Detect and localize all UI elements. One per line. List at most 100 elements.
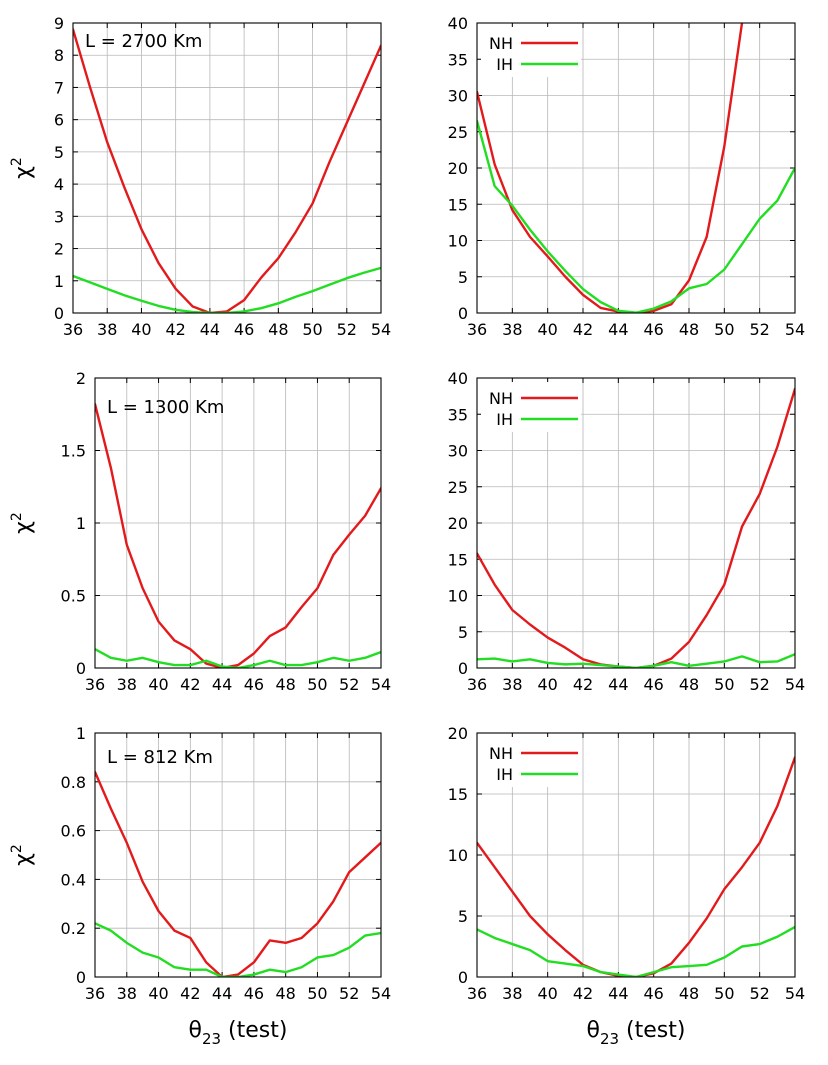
y-tick-label: 0 [76, 659, 86, 678]
x-tick-label: 38 [97, 320, 117, 339]
x-tick-label: 36 [85, 984, 105, 1003]
chart-panel-5: 36 38 40 42 44 46 48 50 52 54 0 0.2 0.4 0.6 0.8 1 L = 81… [9, 724, 391, 1048]
x-tick-label: 50 [307, 984, 327, 1003]
y-tick-label: 7 [54, 78, 64, 97]
y-tick-label: 0 [458, 304, 468, 323]
x-tick-label: 42 [180, 984, 200, 1003]
baseline-annotation: L = 1300 Km [107, 397, 224, 418]
y-tick-label: 20 [448, 159, 468, 178]
baseline-annotation: L = 812 Km [107, 747, 213, 768]
series-line-ih [477, 653, 795, 668]
y-tick-label: 30 [448, 442, 468, 461]
baseline-annotation: L = 2700 Km [85, 31, 202, 52]
x-tick-label: 54 [371, 320, 391, 339]
y-tick-label: 40 [448, 14, 468, 33]
x-tick-label: 42 [180, 675, 200, 694]
x-tick-label: 46 [643, 320, 663, 339]
x-tick-label: 46 [244, 675, 264, 694]
x-tick-label: 48 [275, 984, 295, 1003]
legend: NH IH [481, 737, 581, 787]
x-axis: 36 38 40 42 44 46 48 50 52 54 [85, 733, 391, 1003]
x-tick-label: 36 [63, 320, 83, 339]
y-tick-label: 15 [448, 550, 468, 569]
x-axis: 36 38 40 42 44 46 48 50 52 54 [85, 378, 391, 694]
x-tick-label: 44 [200, 320, 220, 339]
series-line-nh [477, 756, 795, 977]
series-line-ih [95, 922, 381, 977]
y-tick-label: 9 [54, 14, 64, 33]
series-line-nh [477, 23, 744, 313]
y-tick-label: 0.6 [61, 822, 86, 841]
x-tick-label: 40 [537, 675, 557, 694]
x-tick-label: 44 [608, 320, 628, 339]
x-tick-label: 36 [467, 320, 487, 339]
y-tick-label: 1 [76, 724, 86, 743]
legend: NH IH [481, 382, 581, 432]
x-tick-label: 40 [537, 320, 557, 339]
series-line-ih [95, 647, 381, 668]
y-axis-label: χ2 [9, 512, 36, 534]
chart-panel-6: 36 38 40 42 44 46 48 50 52 54 0 5 10 15 20 NH IH θ23 (tes… [448, 724, 806, 1048]
plot-frame [476, 377, 796, 669]
x-tick-label: 44 [608, 675, 628, 694]
x-tick-label: 38 [502, 320, 522, 339]
y-tick-label: 0.2 [61, 919, 86, 938]
x-tick-label: 48 [679, 675, 699, 694]
legend-label-nh: NH [489, 744, 513, 763]
y-tick-label: 0.4 [61, 870, 86, 889]
legend-label-ih: IH [496, 410, 513, 429]
x-tick-label: 36 [467, 984, 487, 1003]
x-tick-label: 50 [714, 984, 734, 1003]
y-tick-label: 15 [448, 195, 468, 214]
legend-label-ih: IH [496, 55, 513, 74]
x-tick-label: 48 [679, 984, 699, 1003]
plot-frame [476, 732, 796, 978]
y-tick-label: 20 [448, 724, 468, 743]
y-tick-label: 35 [448, 50, 468, 69]
x-tick-label: 52 [339, 984, 359, 1003]
x-tick-label: 54 [785, 675, 805, 694]
x-tick-label: 50 [714, 675, 734, 694]
x-tick-label: 52 [339, 675, 359, 694]
plot-frame [72, 22, 382, 314]
y-tick-label: 10 [448, 232, 468, 251]
y-tick-label: 40 [448, 369, 468, 388]
chart-panel-3: 36 38 40 42 44 46 48 50 52 54 0 0.5 1 1.5 2 L = 1300 Km… [9, 369, 391, 694]
y-tick-label: 10 [448, 587, 468, 606]
y-tick-label: 6 [54, 111, 64, 130]
y-tick-label: 5 [458, 268, 468, 287]
series-line-ih [73, 266, 381, 313]
y-tick-label: 35 [448, 405, 468, 424]
y-tick-label: 25 [448, 478, 468, 497]
x-tick-label: 42 [573, 984, 593, 1003]
y-tick-label: 0 [76, 968, 86, 987]
legend: NH IH [481, 27, 581, 77]
y-axis-label: χ2 [9, 844, 36, 866]
series-line-nh [95, 402, 381, 668]
x-tick-label: 52 [749, 984, 769, 1003]
y-tick-label: 3 [54, 207, 64, 226]
plot-frame [94, 377, 382, 669]
x-tick-label: 52 [337, 320, 357, 339]
y-tick-label: 2 [76, 369, 86, 388]
series-line-ih [477, 925, 795, 977]
x-tick-label: 38 [117, 984, 137, 1003]
legend-label-nh: NH [489, 34, 513, 53]
y-tick-label: 30 [448, 87, 468, 106]
y-tick-label: 1 [54, 272, 64, 291]
series-line-nh [477, 387, 795, 668]
y-tick-label: 2 [54, 240, 64, 259]
x-tick-label: 38 [117, 675, 137, 694]
legend-background [481, 382, 581, 432]
x-tick-label: 40 [537, 984, 557, 1003]
chart-panel-2: 36 38 40 42 44 46 48 50 52 54 0 5 10 15 20 25 30 35 40 NH IH [448, 14, 806, 339]
y-tick-label: 0 [54, 304, 64, 323]
legend-label-nh: NH [489, 389, 513, 408]
x-tick-label: 52 [749, 320, 769, 339]
x-axis-label: θ23 (test) [189, 1018, 288, 1048]
x-tick-label: 54 [371, 675, 391, 694]
x-tick-label: 44 [212, 675, 232, 694]
chart-panel-1: 36 38 40 42 44 46 48 50 52 54 0 1 2 3 4 5 6 7 8 9 L = 2700 K… [9, 14, 391, 339]
plot-frame [94, 732, 382, 978]
